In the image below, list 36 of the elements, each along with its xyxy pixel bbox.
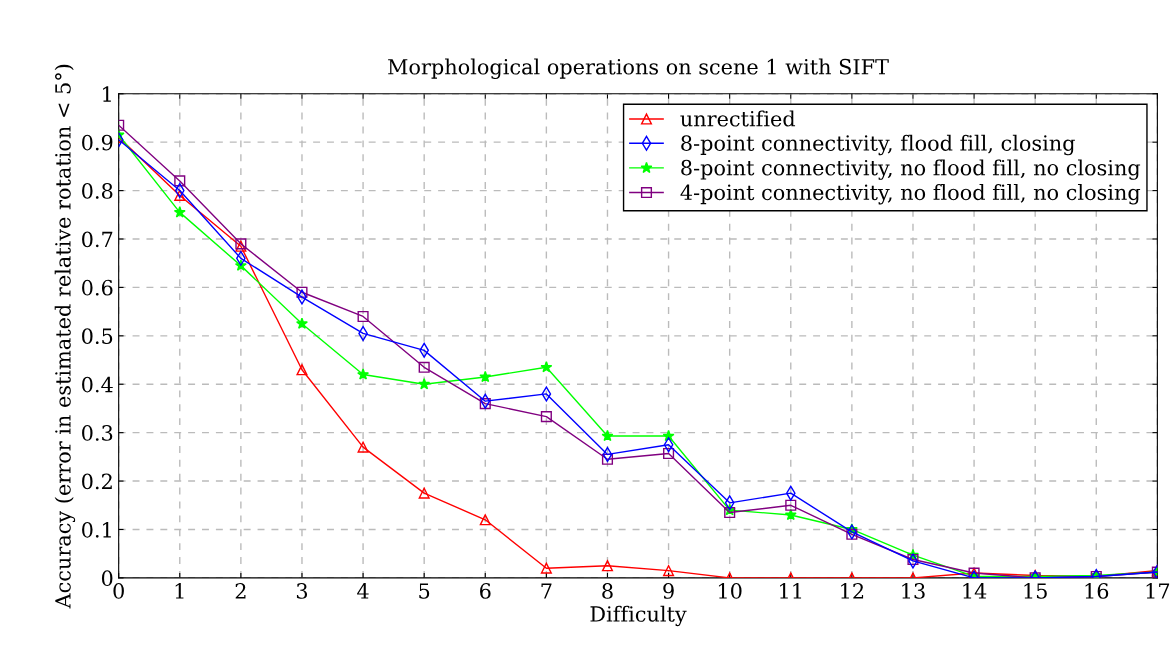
x-tick-label: 16: [1085, 583, 1109, 599]
y-tick-label: 0.8: [82, 183, 113, 199]
x-tick-label: 8: [602, 583, 613, 599]
x-tick-label: 13: [902, 583, 925, 599]
x-tick-label: 10: [718, 583, 742, 599]
y-tick-label: 0: [101, 570, 113, 587]
x-axis-title: Difficulty: [590, 605, 687, 627]
legend-label: 8-point connectivity, flood fill, closing: [681, 134, 1075, 156]
y-tick-label: 1: [103, 86, 111, 102]
x-tick-label: 5: [419, 583, 430, 599]
y-tick-label: 0.4: [82, 376, 113, 393]
y-tick-label: 0.6: [82, 279, 113, 296]
x-tick-label: 12: [841, 583, 864, 599]
legend-label: 4-point connectivity, no flood fill, no closing: [680, 184, 1141, 205]
y-tick-label: 0.5: [82, 328, 113, 345]
y-tick-label: 0.3: [82, 425, 113, 441]
x-tick-label: 1: [175, 583, 184, 599]
chart-title: Morphological operations on scene 1 with SIFT: [388, 58, 889, 79]
x-tick-label: 15: [1024, 583, 1047, 599]
y-tick-label: 0.9: [82, 134, 113, 151]
y-tick-label: 0.7: [82, 231, 113, 248]
x-tick-label: 0: [113, 583, 124, 599]
legend-label: 8-point connectivity, no flood fill, no closing: [681, 159, 1141, 180]
x-tick-label: 4: [357, 583, 369, 599]
x-tick-label: 9: [663, 583, 674, 599]
y-tick-label: 0.1: [82, 521, 111, 538]
x-tick-label: 14: [963, 583, 987, 599]
x-tick-label: 17: [1146, 583, 1170, 599]
x-tick-label: 2: [235, 583, 246, 599]
x-tick-label: 7: [541, 583, 552, 599]
x-tick-label: 3: [296, 583, 308, 599]
legend-label: unrectified: [680, 110, 796, 127]
x-tick-label: 6: [480, 583, 491, 599]
y-tick-label: 0.2: [82, 473, 112, 490]
y-axis-title: Accuracy (error in estimated relative rotation < 5°): [54, 64, 76, 609]
x-tick-label: 11: [780, 583, 802, 599]
